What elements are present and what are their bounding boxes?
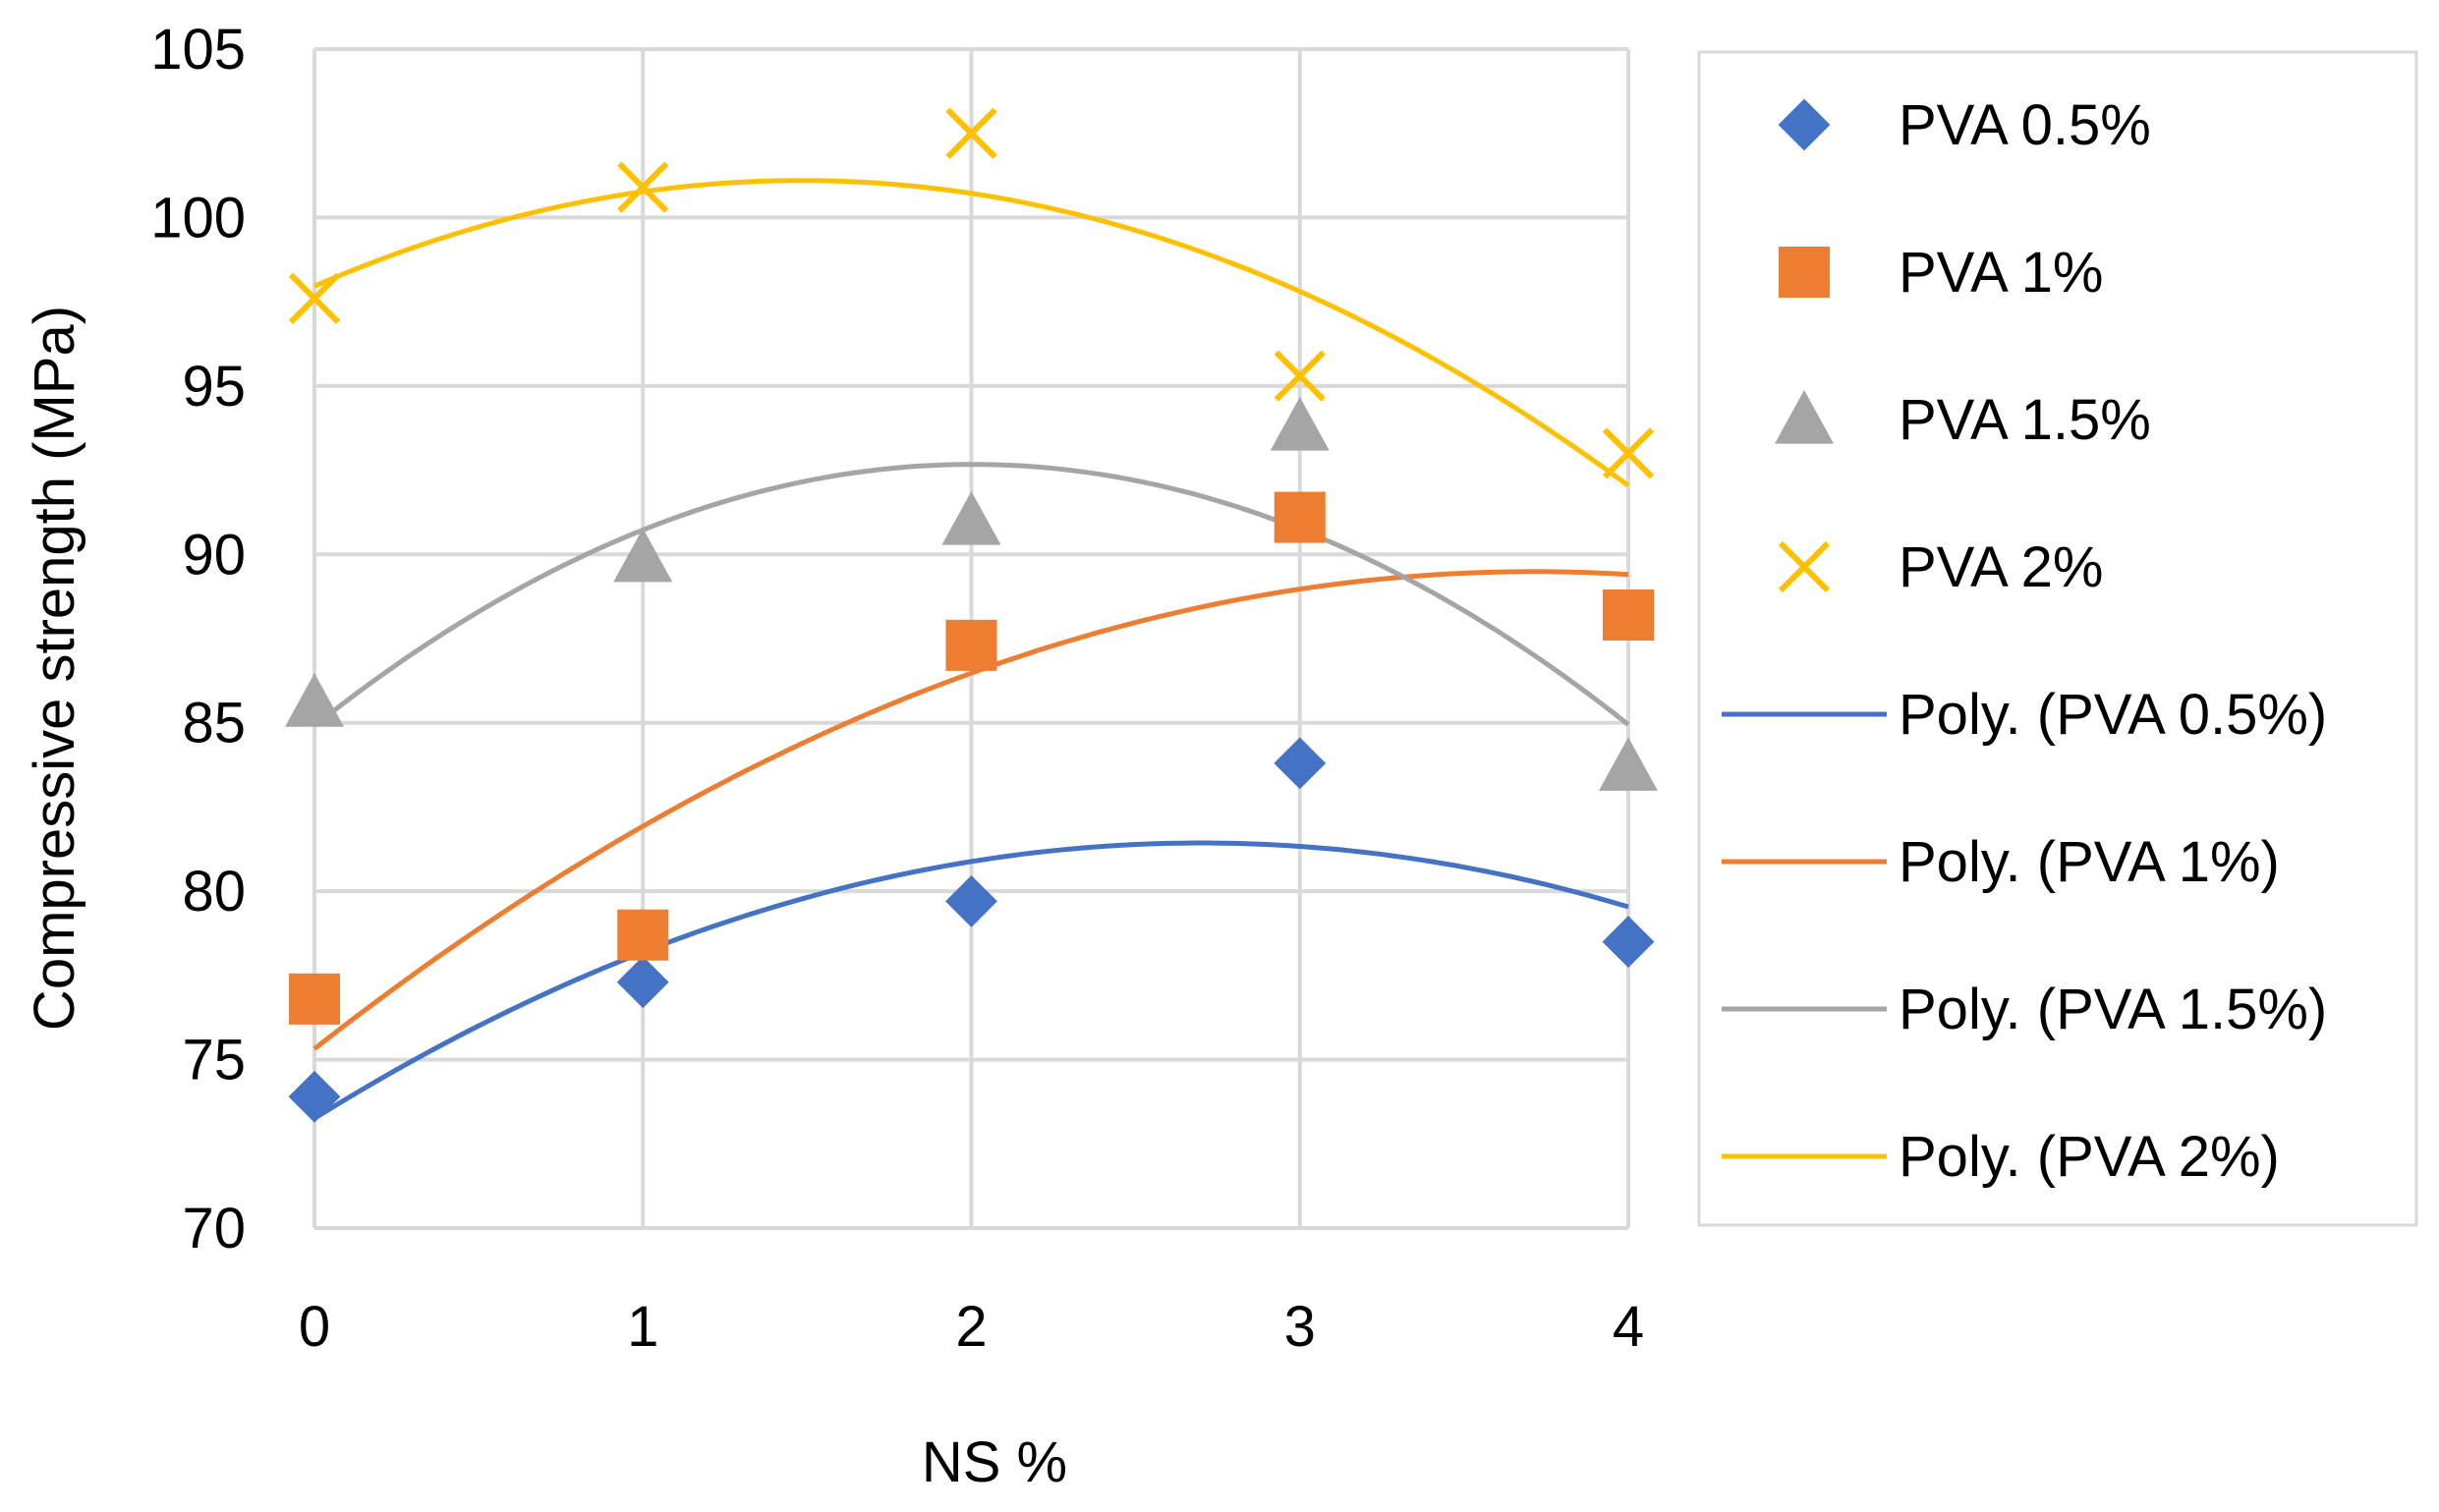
markers xyxy=(285,107,1658,1123)
trendline xyxy=(312,569,1629,1051)
data-point xyxy=(1274,350,1326,402)
data-point xyxy=(1602,916,1655,968)
data-point xyxy=(1270,397,1330,451)
data-point xyxy=(1603,589,1654,641)
data-point xyxy=(945,619,997,671)
y-tick-label: 70 xyxy=(182,1197,246,1260)
legend-marker xyxy=(1775,390,1834,444)
y-tick-label: 95 xyxy=(182,355,246,419)
data-point xyxy=(613,528,673,583)
legend-marker xyxy=(1778,540,1831,593)
legend-label: Poly. (PVA 2%) xyxy=(1899,1125,2280,1189)
tick-labels: 70 75 80 85 90 95 100 105 0 1 2 3 4 xyxy=(150,18,1644,1359)
y-tick-label: 100 xyxy=(150,186,246,250)
data-point xyxy=(285,673,344,727)
y-tick-label: 85 xyxy=(182,692,246,756)
y-tick-label: 75 xyxy=(182,1029,246,1092)
data-point xyxy=(288,272,341,324)
legend-marker xyxy=(1778,98,1831,151)
trendline xyxy=(313,178,1630,488)
trendlines xyxy=(312,178,1630,1121)
y-tick-label: 90 xyxy=(182,523,246,587)
x-axis-title: NS % xyxy=(922,1430,1067,1494)
legend-label: PVA 1% xyxy=(1899,241,2104,305)
legend-label: Poly. (PVA 0.5%) xyxy=(1899,683,2327,747)
data-point xyxy=(288,1070,341,1123)
legend-label: PVA 0.5% xyxy=(1899,93,2151,157)
x-tick-label: 1 xyxy=(627,1295,658,1359)
trendline xyxy=(312,462,1630,728)
legend-label: Poly. (PVA 1%) xyxy=(1899,830,2280,894)
trendline xyxy=(312,840,1629,1121)
x-tick-label: 4 xyxy=(1613,1295,1644,1359)
x-tick-label: 0 xyxy=(299,1295,330,1359)
data-point xyxy=(945,107,997,159)
data-point xyxy=(616,956,669,1009)
x-tick-label: 3 xyxy=(1284,1295,1316,1359)
legend-label: PVA 1.5% xyxy=(1899,388,2151,452)
legend-box xyxy=(1697,50,2418,1227)
legend-label: Poly. (PVA 1.5%) xyxy=(1899,978,2327,1041)
y-tick-label: 105 xyxy=(150,18,246,82)
y-axis-title: Compressive strength (MPa) xyxy=(23,306,86,1031)
data-point xyxy=(617,909,669,961)
data-point xyxy=(1602,427,1655,479)
legend-marker xyxy=(1779,247,1830,298)
data-point xyxy=(1274,737,1327,790)
data-point xyxy=(289,973,340,1025)
legend-label: PVA 2% xyxy=(1899,535,2104,599)
data-point xyxy=(1274,491,1326,543)
data-point xyxy=(617,161,669,213)
x-tick-label: 2 xyxy=(955,1295,987,1359)
data-point xyxy=(1599,737,1658,791)
data-point xyxy=(941,491,1001,545)
data-point xyxy=(945,875,997,927)
legend: PVA 0.5% PVA 1% PVA 1.5% PVA 2% Poly. (PVA 0… xyxy=(1697,50,2418,1227)
y-tick-label: 80 xyxy=(182,860,246,924)
